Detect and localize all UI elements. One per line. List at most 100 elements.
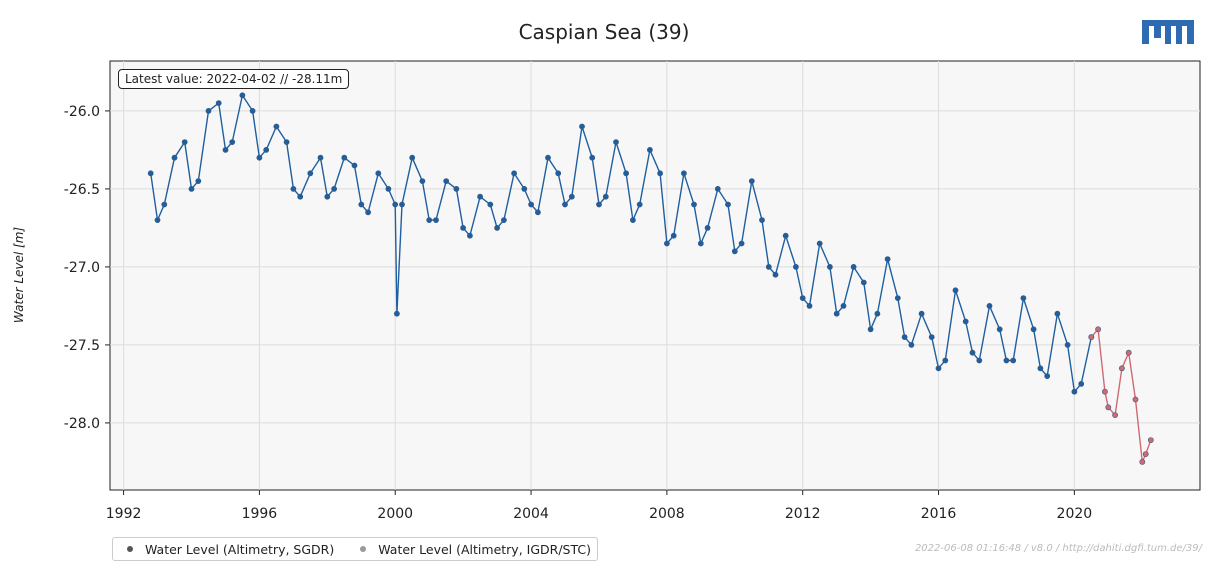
y-tick-label: -27.0 <box>64 260 100 276</box>
data-point <box>647 146 653 153</box>
data-point <box>613 139 619 145</box>
legend: Water Level (Altimetry, SGDR) Water Leve… <box>112 537 598 561</box>
data-point <box>477 193 483 200</box>
data-point <box>901 334 908 340</box>
data-point <box>1020 295 1027 301</box>
x-tick-label: 2008 <box>649 506 685 522</box>
x-tick-label: 2000 <box>377 506 413 522</box>
data-point <box>884 256 891 262</box>
data-point <box>664 240 670 247</box>
data-point <box>562 201 568 208</box>
data-point <box>375 170 382 177</box>
data-point <box>806 302 813 309</box>
axes-ticks: 1992 1996 2000 2004 2008 2012 2016 2020 -26.0 -26… <box>64 104 1092 522</box>
data-point <box>738 240 745 247</box>
data-point <box>962 318 969 325</box>
data-point <box>535 209 541 216</box>
data-point <box>229 139 236 145</box>
data-point <box>935 365 942 372</box>
data-point <box>1139 458 1146 465</box>
data-point <box>918 310 925 317</box>
data-point <box>1142 451 1149 457</box>
data-point <box>630 217 636 223</box>
data-point <box>1119 365 1125 372</box>
data-series <box>147 92 1154 465</box>
data-point <box>263 146 270 153</box>
legend-label-sgdr: Water Level (Altimetry, SGDR) <box>145 541 335 557</box>
data-point <box>205 108 212 114</box>
y-axis-label: Water Level [m] <box>12 227 26 323</box>
data-point <box>1054 310 1061 317</box>
data-point <box>443 178 450 184</box>
y-tick-label: -26.5 <box>64 182 100 198</box>
data-point <box>691 201 697 208</box>
data-point <box>1064 341 1071 348</box>
x-tick-label: 1992 <box>106 506 142 522</box>
data-point <box>399 201 405 208</box>
data-point <box>636 201 643 208</box>
data-point <box>1095 326 1101 333</box>
data-point <box>521 185 528 192</box>
data-point <box>986 302 993 309</box>
data-point <box>409 154 416 161</box>
data-point <box>1147 437 1154 443</box>
data-point <box>623 170 629 177</box>
data-point <box>725 201 731 208</box>
data-point <box>1102 388 1108 395</box>
data-point <box>969 349 976 356</box>
data-point <box>908 341 915 348</box>
x-tick-label: 2020 <box>1057 506 1093 522</box>
data-point <box>555 170 562 177</box>
plot-frame <box>109 60 1201 491</box>
data-point <box>759 217 765 223</box>
data-point <box>466 232 473 239</box>
data-point <box>976 357 983 364</box>
data-point <box>996 326 1003 333</box>
data-point <box>1037 365 1044 372</box>
data-point <box>1112 412 1118 418</box>
data-point <box>392 201 399 208</box>
data-point <box>433 217 439 223</box>
data-point <box>297 193 304 200</box>
data-point <box>928 334 935 340</box>
data-point <box>952 287 959 294</box>
data-point <box>1010 357 1017 364</box>
data-point <box>528 201 534 208</box>
data-point <box>273 123 280 130</box>
data-point <box>799 295 806 301</box>
latest-value-box: Latest value: 2022-04-02 // -28.11m <box>118 69 350 89</box>
legend-item-igdr: Water Level (Altimetry, IGDR/STC) <box>352 542 591 557</box>
data-point <box>697 240 704 247</box>
data-point <box>161 201 168 208</box>
legend-label-igdr: Water Level (Altimetry, IGDR/STC) <box>378 541 591 557</box>
data-point <box>511 170 517 177</box>
data-point <box>867 326 874 333</box>
data-point <box>181 139 188 145</box>
data-point <box>860 279 867 286</box>
data-point <box>602 193 609 200</box>
data-point <box>793 263 799 270</box>
data-point <box>568 193 575 200</box>
data-point <box>748 178 755 184</box>
data-point <box>731 248 738 255</box>
legend-marker-igdr <box>360 546 367 552</box>
data-point <box>239 92 246 99</box>
data-point <box>393 310 400 317</box>
data-point <box>249 108 256 114</box>
data-point <box>171 154 178 161</box>
data-point <box>351 162 358 169</box>
data-point <box>782 232 789 239</box>
x-tick-label: 2012 <box>785 506 821 522</box>
data-point <box>385 185 392 192</box>
data-point <box>215 100 222 106</box>
data-point <box>195 178 202 184</box>
tum-logo <box>1142 20 1194 44</box>
data-point <box>154 217 161 223</box>
data-point <box>714 185 721 192</box>
y-tick-label: -27.5 <box>64 338 100 354</box>
data-point <box>419 178 426 184</box>
data-point <box>188 185 195 192</box>
chart-title: Caspian Sea (39) <box>518 20 690 44</box>
data-point <box>704 224 711 231</box>
